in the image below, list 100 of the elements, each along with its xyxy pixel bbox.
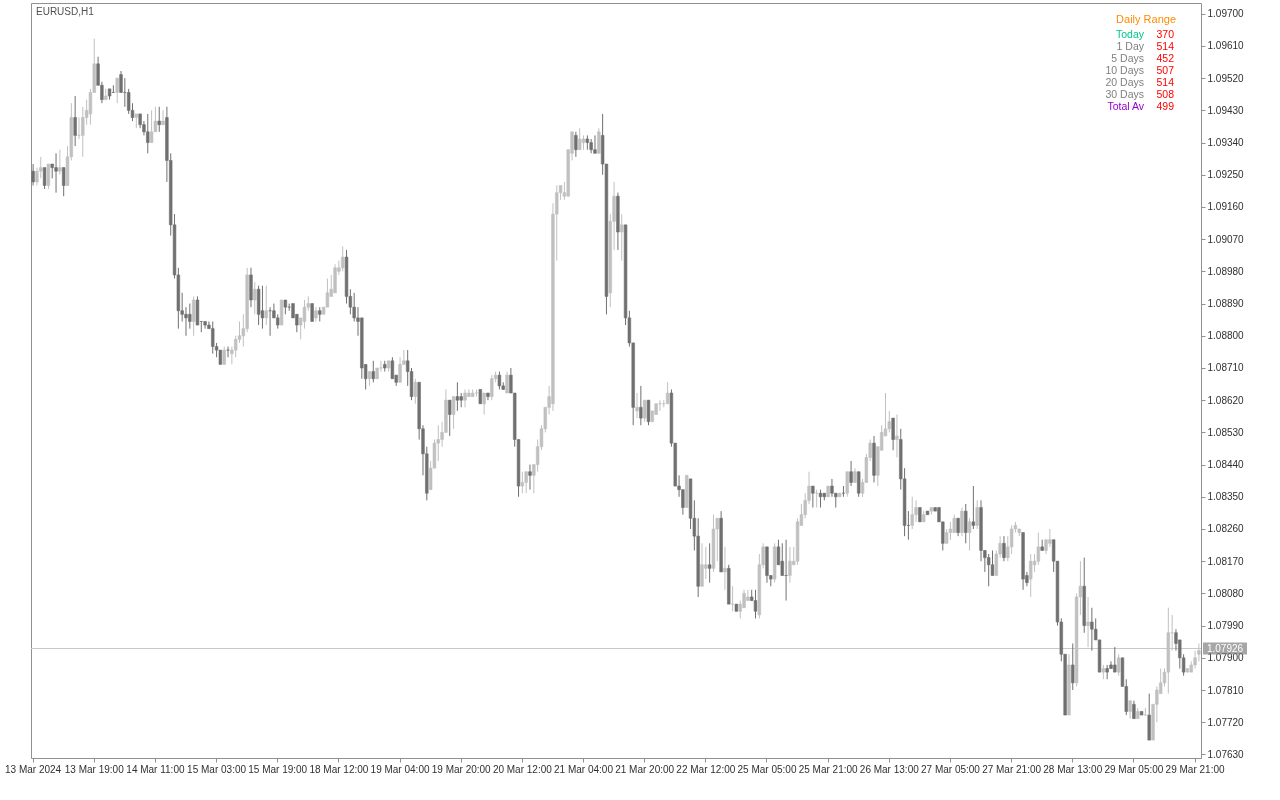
x-tick-label: 29 Mar 21:00 bbox=[1165, 763, 1225, 775]
candlestick bbox=[1116, 653, 1121, 677]
candlestick bbox=[1071, 643, 1075, 691]
y-tick-label: 1.08350 bbox=[1207, 491, 1245, 503]
candlestick bbox=[788, 546, 792, 584]
candlestick bbox=[149, 109, 154, 144]
candlestick bbox=[891, 417, 895, 451]
candlestick bbox=[971, 485, 976, 530]
candlestick bbox=[146, 113, 150, 154]
x-tick-label: 19 Mar 04:00 bbox=[370, 763, 430, 775]
y-tick-label: 1.08980 bbox=[1207, 265, 1245, 277]
category-label: Today bbox=[1115, 28, 1145, 40]
data-label: 508 bbox=[1156, 88, 1175, 100]
data-label: 514 bbox=[1156, 40, 1175, 52]
y-tick-label: 1.08890 bbox=[1207, 298, 1245, 310]
candlestick bbox=[642, 399, 647, 423]
candlestick bbox=[413, 378, 417, 405]
x-tick-label: 13 Mar 19:00 bbox=[64, 763, 125, 775]
candlestick bbox=[857, 471, 861, 498]
category-label: 30 Days bbox=[1105, 88, 1144, 100]
candlestick bbox=[665, 381, 670, 405]
category-label: 1 Day bbox=[1116, 40, 1145, 52]
ref-line-label: 1.07926 bbox=[1206, 642, 1244, 654]
candlestick bbox=[845, 471, 849, 498]
y-tick-label: 1.09610 bbox=[1207, 40, 1245, 52]
candlestick bbox=[1002, 535, 1006, 562]
data-label: 507 bbox=[1156, 64, 1175, 76]
data-label: 514 bbox=[1156, 76, 1175, 88]
x-tick-label: 15 Mar 03:00 bbox=[187, 763, 247, 775]
candlestick bbox=[253, 281, 257, 315]
x-tick-label: 28 Mar 13:00 bbox=[1043, 763, 1103, 775]
candlestick bbox=[895, 413, 899, 458]
y-tick-label: 1.08800 bbox=[1207, 330, 1245, 342]
candlestick bbox=[161, 109, 165, 126]
chart-title: EURUSD,H1 bbox=[36, 6, 95, 17]
candlestick bbox=[811, 485, 815, 509]
x-tick-label: 22 Mar 12:00 bbox=[676, 763, 736, 775]
candlestick bbox=[960, 507, 964, 537]
y-tick-label: 1.07990 bbox=[1207, 620, 1245, 632]
candlestick bbox=[597, 127, 601, 154]
x-tick-label: 18 Mar 12:00 bbox=[309, 763, 369, 775]
candlestick bbox=[520, 471, 525, 494]
candlestick bbox=[505, 371, 509, 394]
y-tick-label: 1.09430 bbox=[1207, 104, 1245, 116]
candlestick bbox=[910, 496, 914, 530]
candlestick bbox=[58, 149, 62, 176]
y-tick-label: 1.08440 bbox=[1207, 459, 1245, 471]
candlestick bbox=[123, 77, 127, 108]
candlestick bbox=[620, 213, 624, 262]
candlestick bbox=[115, 77, 119, 104]
data-label: 499 bbox=[1156, 100, 1175, 112]
y-tick-label: 1.08710 bbox=[1207, 362, 1245, 374]
candlestick bbox=[341, 245, 345, 272]
candlestick bbox=[528, 464, 532, 491]
x-tick-label: 29 Mar 05:00 bbox=[1104, 763, 1164, 775]
x-tick-label: 27 Mar 21:00 bbox=[982, 763, 1042, 775]
x-tick-label: 21 Mar 20:00 bbox=[615, 763, 675, 775]
candlestick bbox=[1090, 607, 1094, 652]
candlestick bbox=[967, 517, 972, 551]
y-tick-label: 1.09070 bbox=[1207, 233, 1245, 245]
candlestick bbox=[830, 478, 834, 498]
candlestick bbox=[448, 399, 452, 437]
category-label: 20 Days bbox=[1105, 76, 1144, 88]
candlestick bbox=[1009, 524, 1014, 555]
candlestick bbox=[451, 396, 456, 430]
candlestick bbox=[463, 388, 467, 408]
candlestick bbox=[73, 95, 77, 147]
x-tick-label: 21 Mar 04:00 bbox=[554, 763, 614, 775]
text: Daily Range bbox=[1116, 13, 1176, 25]
category-label: 10 Days bbox=[1105, 64, 1144, 76]
x-tick-label: 25 Mar 05:00 bbox=[737, 763, 797, 775]
y-tick-label: 1.09700 bbox=[1207, 8, 1245, 20]
y-tick-label: 1.09250 bbox=[1207, 169, 1245, 181]
x-tick-label: 25 Mar 21:00 bbox=[798, 763, 859, 775]
candlestick bbox=[700, 542, 704, 587]
x-tick-label: 14 Mar 11:00 bbox=[126, 763, 185, 775]
y-tick-label: 1.09340 bbox=[1207, 137, 1245, 149]
y-tick-label: 1.08620 bbox=[1207, 394, 1245, 406]
data-label: 452 bbox=[1156, 52, 1175, 64]
candlestick bbox=[226, 346, 230, 358]
y-tick-label: 1.08260 bbox=[1207, 523, 1245, 535]
candlestick bbox=[302, 299, 307, 330]
x-tick-label: 20 Mar 12:00 bbox=[492, 763, 553, 775]
candlestick bbox=[1029, 553, 1033, 598]
candlestick bbox=[157, 106, 161, 133]
candlestick bbox=[111, 84, 116, 93]
category-label: Total Av bbox=[1107, 100, 1145, 112]
y-tick-label: 1.07630 bbox=[1207, 748, 1245, 760]
candlestick bbox=[482, 392, 486, 415]
candlestick bbox=[398, 356, 402, 383]
candlestick bbox=[371, 360, 375, 383]
candlestick bbox=[975, 499, 979, 530]
candlestick bbox=[635, 392, 639, 419]
candlestick bbox=[964, 503, 968, 544]
candlestick bbox=[1113, 646, 1117, 673]
candlestick bbox=[62, 167, 66, 197]
candlestick bbox=[574, 131, 578, 158]
candlestick bbox=[42, 167, 47, 190]
candlestick bbox=[723, 546, 727, 591]
candlestick bbox=[211, 320, 215, 355]
